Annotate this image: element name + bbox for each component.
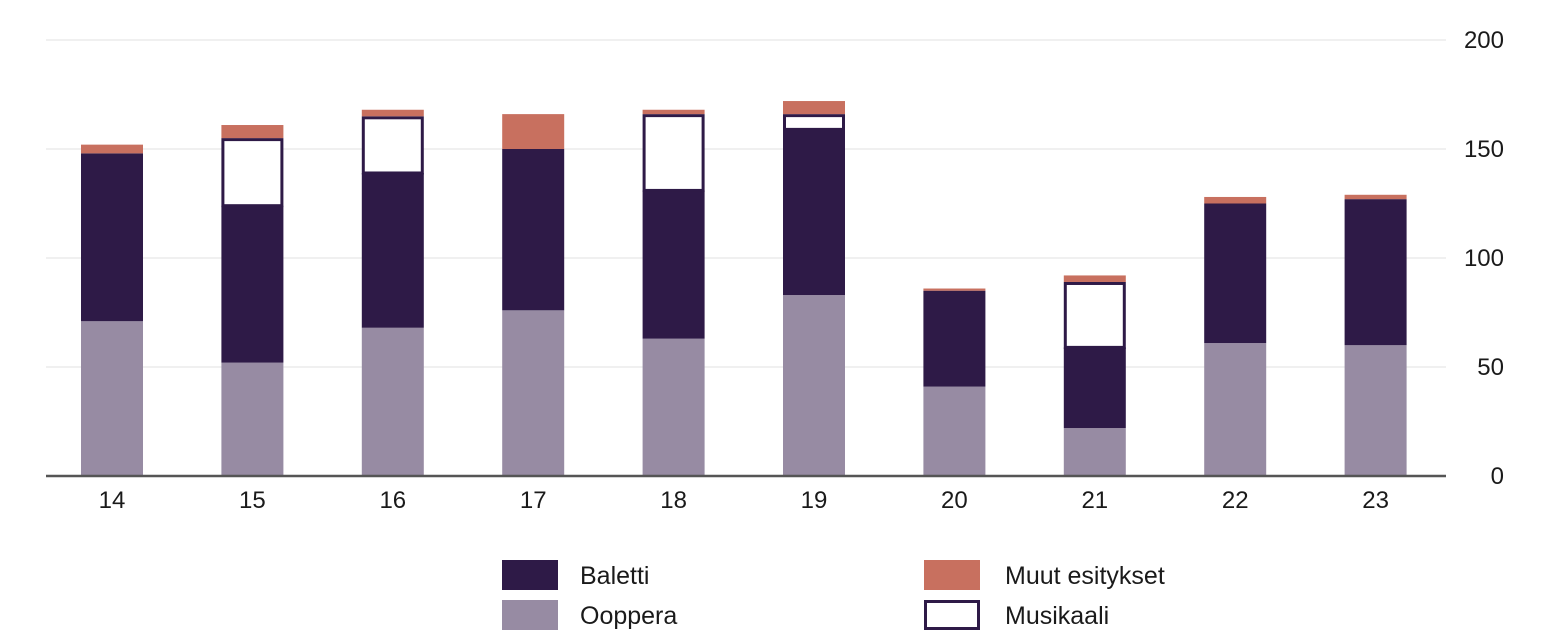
bar-segment-musikaali <box>644 116 703 191</box>
bar-segment-baletti <box>362 173 424 328</box>
x-tick-label: 15 <box>239 487 266 514</box>
bar-segment-musikaali <box>363 118 422 173</box>
bar-segment-ooppera <box>1345 345 1407 476</box>
x-tick-label: 19 <box>801 487 828 514</box>
bar-segment-muut-esitykset <box>221 125 283 138</box>
bar-segment-baletti <box>643 190 705 338</box>
legend-label: Musikaali <box>1005 602 1109 630</box>
bar-segment-muut-esitykset <box>81 145 143 154</box>
bar-segment-baletti <box>1064 347 1126 428</box>
x-tick-labels: 14 15 16 17 18 19 20 21 22 23 <box>99 487 1389 514</box>
legend-label: Ooppera <box>580 602 677 630</box>
bar-segment-muut-esitykset <box>502 114 564 149</box>
bar-segment-baletti <box>923 291 985 387</box>
x-tick-label: 22 <box>1222 487 1249 514</box>
bar-segment-muut-esitykset <box>362 110 424 117</box>
legend-label: Muut esitykset <box>1005 562 1165 590</box>
bar-segment-baletti <box>1345 199 1407 345</box>
legend-swatch <box>502 600 558 630</box>
legend: Baletti Ooppera Muut esitykset Musikaali <box>502 560 1165 630</box>
y-tick-label: 100 <box>1464 245 1504 272</box>
bar-segment-ooppera <box>81 321 143 476</box>
x-tick-label: 14 <box>99 487 126 514</box>
y-tick-label: 150 <box>1464 136 1504 163</box>
x-tick-label: 17 <box>520 487 547 514</box>
bar-segment-baletti <box>221 206 283 363</box>
bar-segment-ooppera <box>502 310 564 476</box>
bar-segment-musikaali <box>785 116 844 130</box>
bar-segment-muut-esitykset <box>783 101 845 114</box>
x-tick-label: 23 <box>1362 487 1389 514</box>
bar-segment-ooppera <box>362 328 424 476</box>
bar-segment-muut-esitykset <box>1064 275 1126 282</box>
bars <box>81 101 1407 476</box>
bar-segment-ooppera <box>1064 428 1126 476</box>
x-tick-label: 16 <box>379 487 406 514</box>
x-tick-label: 20 <box>941 487 968 514</box>
legend-label: Baletti <box>580 562 649 590</box>
bar-segment-ooppera <box>643 339 705 476</box>
bar-segment-muut-esitykset <box>923 289 985 291</box>
y-tick-label: 0 <box>1491 463 1504 490</box>
bar-segment-baletti <box>783 129 845 295</box>
bar-segment-musikaali <box>1065 283 1124 347</box>
legend-swatch <box>502 560 558 590</box>
bar-segment-ooppera <box>1204 343 1266 476</box>
bar-segment-muut-esitykset <box>1345 195 1407 199</box>
bar-segment-baletti <box>1204 204 1266 344</box>
x-tick-label: 18 <box>660 487 687 514</box>
legend-swatch <box>924 560 980 590</box>
y-tick-label: 50 <box>1477 354 1504 381</box>
bar-segment-muut-esitykset <box>1204 197 1266 204</box>
bar-segment-ooppera <box>221 363 283 476</box>
y-tick-labels: 0 50 100 150 200 <box>1464 27 1504 490</box>
legend-swatch <box>926 602 979 629</box>
x-tick-label: 21 <box>1081 487 1108 514</box>
bar-segment-baletti <box>502 149 564 310</box>
bar-segment-ooppera <box>783 295 845 476</box>
bar-segment-ooppera <box>923 387 985 476</box>
y-tick-label: 200 <box>1464 27 1504 54</box>
bar-segment-muut-esitykset <box>643 110 705 114</box>
bar-segment-musikaali <box>223 140 282 206</box>
bar-segment-baletti <box>81 153 143 321</box>
